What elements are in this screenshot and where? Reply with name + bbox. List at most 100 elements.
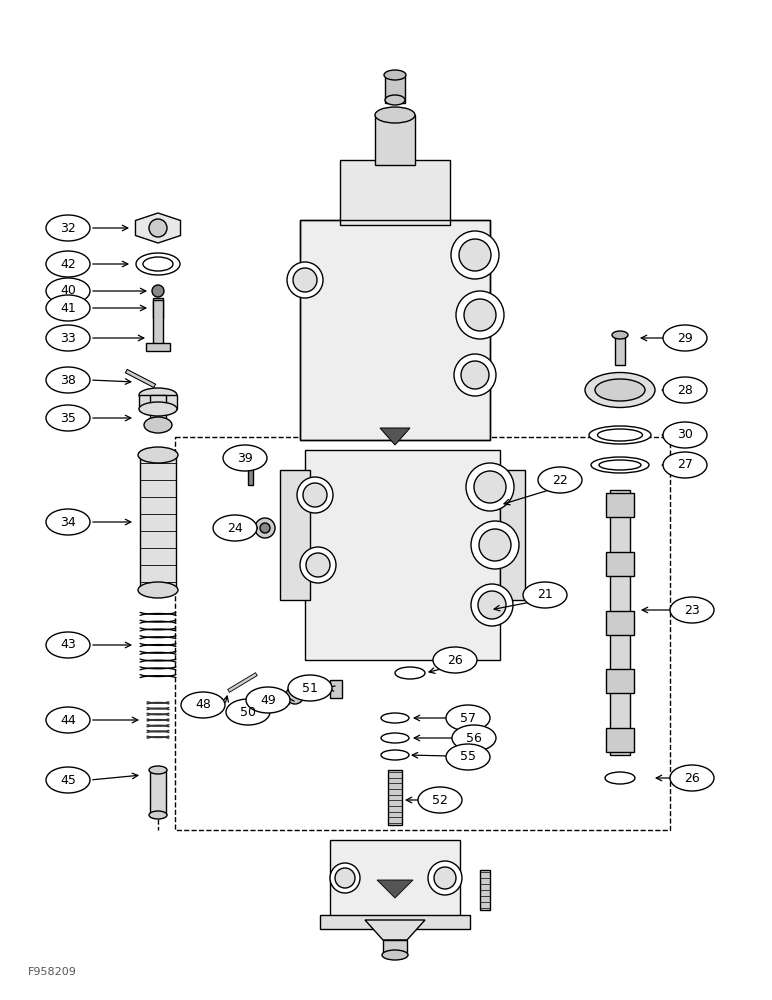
Ellipse shape (585, 372, 655, 408)
Ellipse shape (46, 251, 90, 277)
Ellipse shape (456, 291, 504, 339)
Ellipse shape (670, 765, 714, 791)
Ellipse shape (446, 705, 490, 731)
Bar (615, 335, 625, 365)
Circle shape (286, 686, 304, 704)
Bar (375, 115, 415, 165)
Text: 49: 49 (260, 694, 276, 706)
Ellipse shape (478, 591, 506, 619)
Bar (606, 669, 634, 693)
Bar (300, 220, 490, 440)
Ellipse shape (246, 687, 290, 713)
Ellipse shape (452, 725, 496, 751)
Bar (248, 455, 253, 485)
Ellipse shape (381, 733, 409, 743)
Circle shape (260, 523, 270, 533)
Ellipse shape (144, 417, 172, 433)
Bar (140, 455, 176, 590)
Ellipse shape (454, 354, 496, 396)
Ellipse shape (287, 262, 323, 298)
Ellipse shape (385, 95, 405, 105)
Ellipse shape (663, 325, 707, 351)
Bar (330, 680, 342, 698)
Ellipse shape (591, 457, 649, 473)
Text: 56: 56 (466, 732, 482, 744)
Ellipse shape (605, 772, 635, 784)
Ellipse shape (288, 675, 332, 701)
Ellipse shape (46, 767, 90, 793)
Bar (606, 610, 634, 635)
Bar (175, 437, 670, 830)
Polygon shape (380, 428, 410, 445)
Ellipse shape (395, 667, 425, 679)
Ellipse shape (464, 299, 496, 331)
Ellipse shape (418, 787, 462, 813)
Ellipse shape (451, 231, 499, 279)
Ellipse shape (46, 215, 90, 241)
Text: 38: 38 (60, 373, 76, 386)
Ellipse shape (446, 744, 490, 770)
Text: 51: 51 (302, 682, 318, 694)
Polygon shape (365, 920, 425, 940)
Text: 27: 27 (677, 458, 693, 472)
Text: 34: 34 (60, 516, 76, 528)
Ellipse shape (46, 632, 90, 658)
Polygon shape (377, 880, 413, 898)
Ellipse shape (612, 331, 628, 339)
Ellipse shape (663, 377, 707, 403)
Text: 43: 43 (60, 639, 76, 652)
Ellipse shape (434, 867, 456, 889)
Ellipse shape (46, 509, 90, 535)
Text: 22: 22 (552, 474, 568, 487)
Ellipse shape (599, 460, 641, 470)
Text: 26: 26 (684, 772, 700, 784)
Text: 28: 28 (677, 383, 693, 396)
Text: 40: 40 (60, 284, 76, 298)
Ellipse shape (474, 471, 506, 503)
Text: 39: 39 (237, 452, 253, 464)
Ellipse shape (538, 467, 582, 493)
Ellipse shape (479, 529, 511, 561)
Circle shape (255, 518, 275, 538)
Ellipse shape (461, 361, 489, 389)
Bar (146, 343, 170, 351)
Ellipse shape (466, 463, 514, 511)
Ellipse shape (46, 295, 90, 321)
Ellipse shape (595, 379, 645, 401)
Text: 55: 55 (460, 750, 476, 764)
Ellipse shape (375, 107, 415, 123)
Ellipse shape (46, 367, 90, 393)
Circle shape (270, 692, 286, 708)
Ellipse shape (46, 278, 90, 304)
Text: 33: 33 (60, 332, 76, 344)
Ellipse shape (382, 950, 408, 960)
Bar (388, 770, 402, 825)
Ellipse shape (303, 483, 327, 507)
Text: 26: 26 (447, 654, 463, 666)
Text: 44: 44 (60, 714, 76, 726)
Text: 42: 42 (60, 257, 76, 270)
Circle shape (152, 285, 164, 297)
Ellipse shape (670, 597, 714, 623)
Bar (139, 395, 177, 409)
Bar (330, 840, 460, 920)
Ellipse shape (381, 713, 409, 723)
Bar (305, 450, 500, 660)
Text: 30: 30 (677, 428, 693, 442)
Ellipse shape (459, 239, 491, 271)
Bar (300, 220, 490, 440)
Ellipse shape (138, 582, 178, 598)
Bar (320, 915, 470, 929)
Ellipse shape (471, 521, 519, 569)
Text: 45: 45 (60, 774, 76, 786)
Ellipse shape (213, 515, 257, 541)
Ellipse shape (663, 422, 707, 448)
Text: 35: 35 (60, 412, 76, 424)
Ellipse shape (181, 692, 225, 718)
Bar (385, 75, 405, 103)
Text: 32: 32 (60, 222, 76, 234)
Ellipse shape (297, 477, 333, 513)
Text: 24: 24 (227, 522, 243, 534)
Ellipse shape (663, 452, 707, 478)
Ellipse shape (306, 553, 330, 577)
